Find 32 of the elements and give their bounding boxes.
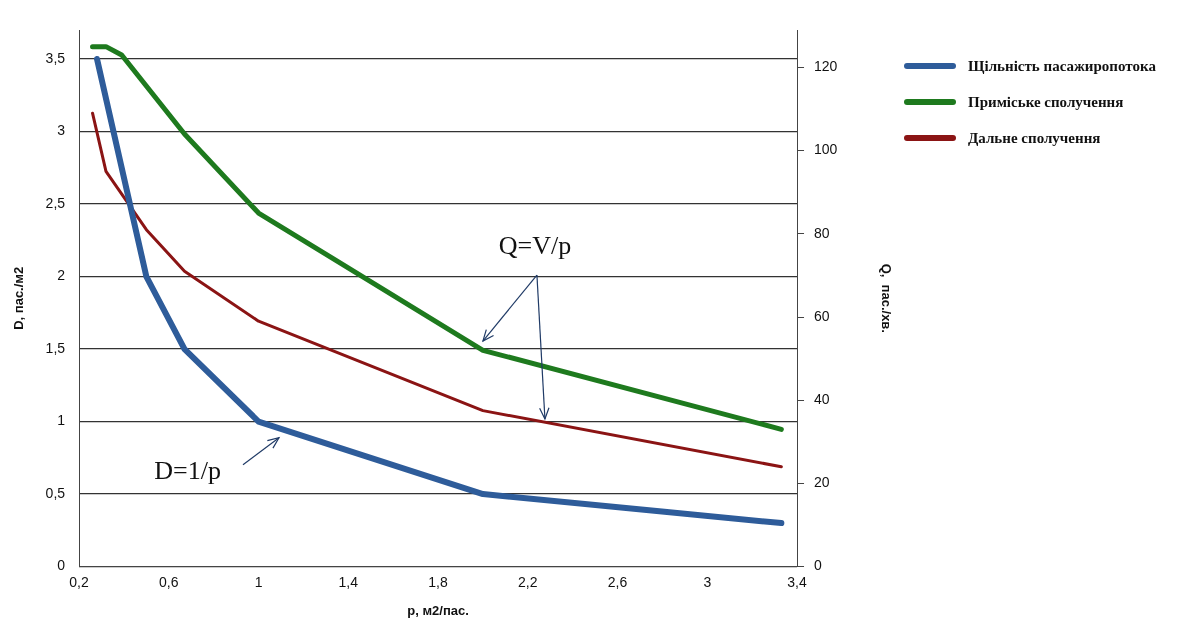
y2-tick-label: 120 xyxy=(814,58,838,75)
y2-tick-label: 40 xyxy=(814,391,830,408)
y2-tick-label: 100 xyxy=(814,141,838,158)
x-axis-title: p, м2/пас. xyxy=(407,602,469,618)
x-tick-label: 1,8 xyxy=(428,573,448,590)
x-tick-label: 1 xyxy=(254,573,263,590)
x-tick-label: 3,4 xyxy=(787,573,807,590)
x-tick-label: 1,4 xyxy=(338,573,359,590)
y-tick-label: 1 xyxy=(57,412,66,429)
x-tick-label: 3 xyxy=(703,573,712,590)
y-axis-title: D, пас./м2 xyxy=(11,266,27,330)
y-tick-label: 0,5 xyxy=(45,484,66,501)
y-tick-label: 2,5 xyxy=(45,194,66,211)
annotation: D=1/p xyxy=(154,455,221,485)
y-tick-label: 3,5 xyxy=(45,49,66,66)
y-tick-label: 1,5 xyxy=(45,339,66,356)
y-tick-label: 0 xyxy=(57,557,66,574)
y2-tick-label: 80 xyxy=(814,224,830,241)
y2-tick-label: 0 xyxy=(814,557,823,574)
legend-label: Щільність пасажиропотока xyxy=(968,57,1156,75)
y2-tick-label: 60 xyxy=(814,307,830,324)
x-tick-label: 0,2 xyxy=(69,573,89,590)
y2-axis-title: Q, пас./хв. xyxy=(878,263,894,333)
y-tick-label: 3 xyxy=(57,122,66,139)
x-tick-label: 2,2 xyxy=(518,573,538,590)
x-tick-label: 2,6 xyxy=(607,573,628,590)
legend-label: Дальне сполучення xyxy=(968,129,1101,147)
y2-tick-label: 20 xyxy=(814,474,830,491)
y-tick-label: 2 xyxy=(57,267,66,284)
annotation: Q=V/p xyxy=(498,230,572,260)
legend-label: Приміське сполучення xyxy=(968,93,1124,111)
x-tick-label: 0,6 xyxy=(159,573,179,590)
